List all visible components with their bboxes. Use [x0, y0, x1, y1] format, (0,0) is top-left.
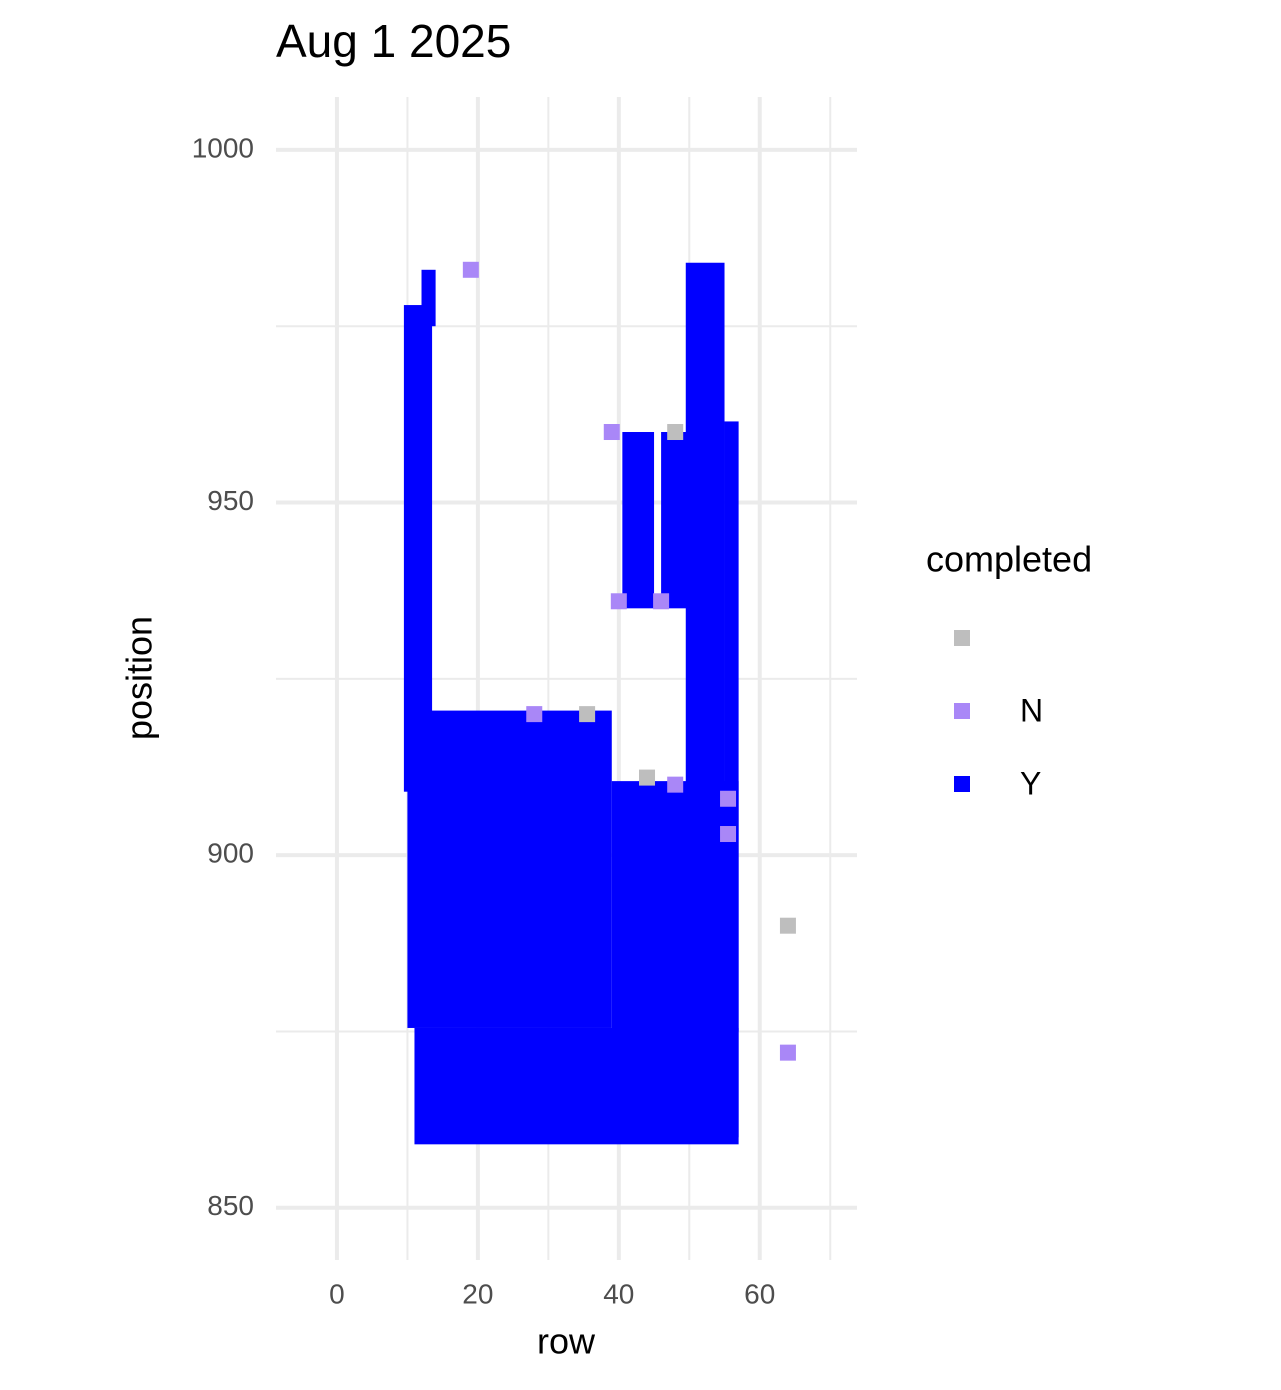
- point-block: [421, 269, 436, 327]
- point: [779, 1044, 796, 1061]
- legend-key: [954, 630, 970, 646]
- y-tick-label: 900: [207, 838, 254, 869]
- point: [603, 424, 620, 441]
- point: [579, 706, 596, 723]
- point: [610, 593, 627, 610]
- y-tick-label: 1000: [192, 132, 254, 163]
- y-axis-label: position: [119, 616, 160, 740]
- point: [653, 593, 670, 610]
- point: [667, 776, 684, 793]
- point: [667, 424, 684, 441]
- x-tick-label: 60: [744, 1278, 775, 1309]
- point-block: [622, 432, 655, 609]
- x-tick-label: 0: [329, 1278, 345, 1309]
- point-block: [407, 710, 612, 1028]
- legend-label: N: [1020, 692, 1043, 728]
- point: [720, 790, 737, 807]
- legend-key: [954, 776, 970, 792]
- point-block: [685, 262, 725, 1138]
- x-tick-label: 40: [603, 1278, 634, 1309]
- legend-label: Y: [1020, 765, 1041, 801]
- point-block: [661, 432, 690, 609]
- y-tick-label: 850: [207, 1190, 254, 1221]
- point-block: [414, 1027, 739, 1145]
- legend-title: completed: [926, 539, 1092, 580]
- point: [526, 706, 543, 723]
- point: [639, 769, 656, 786]
- x-axis-label: row: [537, 1321, 596, 1362]
- point: [720, 826, 737, 843]
- point: [779, 917, 796, 934]
- legend-key: [954, 703, 970, 719]
- point: [462, 261, 479, 278]
- chart-title: Aug 1 2025: [276, 15, 511, 67]
- x-tick-label: 20: [462, 1278, 493, 1309]
- y-tick-label: 950: [207, 485, 254, 516]
- point-block: [724, 421, 739, 1138]
